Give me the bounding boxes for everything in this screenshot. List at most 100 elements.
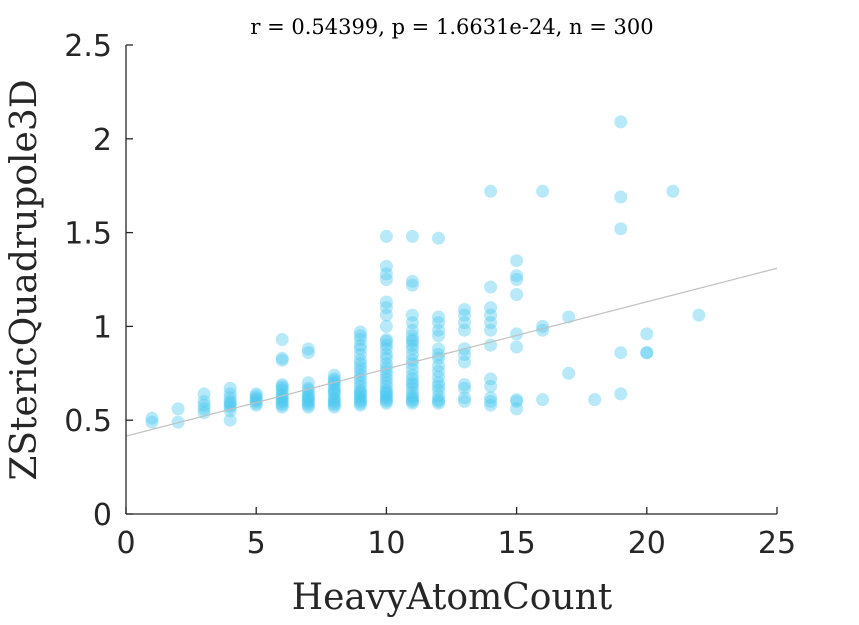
- x-ticks: 0 5 10 15 20 25: [116, 507, 796, 561]
- data-point: [405, 229, 419, 243]
- data-point: [536, 323, 550, 337]
- data-point: [327, 381, 341, 395]
- data-point: [379, 273, 393, 286]
- data-point: [405, 389, 419, 403]
- data-point: [562, 366, 576, 380]
- data-point: [379, 387, 393, 401]
- data-point: [484, 280, 498, 294]
- data-point: [223, 396, 237, 410]
- data-point: [484, 323, 498, 337]
- data-point: [458, 303, 471, 316]
- data-point: [249, 394, 263, 408]
- data-point: [275, 378, 289, 392]
- data-point: [301, 398, 315, 412]
- data-point: [301, 396, 315, 410]
- data-point: [484, 308, 498, 322]
- data-point: [379, 389, 393, 403]
- x-tick-label: 0: [116, 526, 135, 561]
- data-point: [353, 348, 367, 361]
- plot-area: [125, 115, 778, 437]
- data-point: [484, 316, 498, 330]
- data-point: [327, 400, 341, 414]
- data-point: [353, 329, 367, 343]
- data-point: [432, 383, 445, 397]
- data-point: [510, 273, 524, 286]
- data-point: [484, 338, 498, 352]
- data-point: [458, 323, 471, 337]
- data-point: [249, 396, 263, 410]
- data-point: [432, 394, 445, 408]
- data-point: [405, 363, 419, 376]
- data-point: [405, 381, 419, 395]
- data-point: [379, 372, 393, 386]
- data-point: [379, 301, 393, 315]
- data-point: [405, 368, 419, 382]
- data-point: [379, 229, 393, 243]
- data-point: [379, 295, 393, 309]
- data-point: [692, 308, 706, 322]
- data-point: [614, 222, 628, 236]
- data-point: [458, 391, 471, 405]
- data-point: [379, 394, 393, 408]
- data-point: [432, 396, 445, 410]
- x-tick-label: 20: [628, 526, 666, 561]
- y-tick-label: 0: [93, 498, 112, 533]
- data-point: [327, 387, 341, 401]
- y-tick-label: 2: [93, 123, 112, 158]
- data-point: [379, 368, 393, 382]
- data-point: [432, 342, 445, 356]
- data-point: [405, 357, 419, 371]
- data-point: [327, 396, 341, 410]
- data-point: [588, 393, 602, 407]
- data-point: [432, 379, 445, 393]
- data-point: [405, 342, 419, 356]
- data-point: [301, 346, 315, 360]
- data-point: [301, 387, 315, 401]
- data-point: [405, 385, 419, 399]
- data-point: [327, 391, 341, 405]
- data-point: [510, 288, 524, 301]
- data-point: [379, 383, 393, 397]
- x-tick-label: 10: [367, 526, 405, 561]
- data-point: [145, 411, 159, 425]
- data-point: [275, 333, 289, 346]
- data-point: [379, 259, 393, 273]
- data-point: [353, 342, 367, 356]
- data-point: [405, 394, 419, 408]
- y-tick-label: 1: [93, 310, 112, 345]
- x-axis-title: HeavyAtomCount: [292, 577, 613, 618]
- data-point: [301, 342, 315, 356]
- data-point: [405, 391, 419, 405]
- data-point: [327, 383, 341, 397]
- data-point: [379, 333, 393, 346]
- data-point: [405, 372, 419, 386]
- data-point: [353, 385, 367, 399]
- data-point: [640, 327, 654, 341]
- data-point: [353, 376, 367, 390]
- data-point: [379, 396, 393, 410]
- data-point: [432, 393, 445, 407]
- data-point: [275, 400, 289, 414]
- data-point: [405, 308, 419, 322]
- data-point: [379, 342, 393, 356]
- data-point: [510, 269, 524, 283]
- data-point: [405, 316, 419, 330]
- data-point: [379, 351, 393, 365]
- data-point: [458, 378, 471, 392]
- data-point: [223, 387, 237, 401]
- data-point: [458, 316, 471, 330]
- data-point: [405, 274, 419, 288]
- data-point: [405, 376, 419, 390]
- x-tick-label: 25: [758, 526, 796, 561]
- data-point: [484, 398, 498, 412]
- data-point: [353, 361, 367, 375]
- data-point: [301, 376, 315, 390]
- data-point: [614, 115, 628, 129]
- data-point: [484, 184, 498, 198]
- data-point: [405, 278, 419, 292]
- data-point: [197, 402, 211, 416]
- y-axis-title: ZStericQuadrupole3D: [4, 79, 45, 480]
- data-point: [353, 383, 367, 397]
- data-point: [197, 387, 211, 401]
- data-point: [484, 301, 498, 315]
